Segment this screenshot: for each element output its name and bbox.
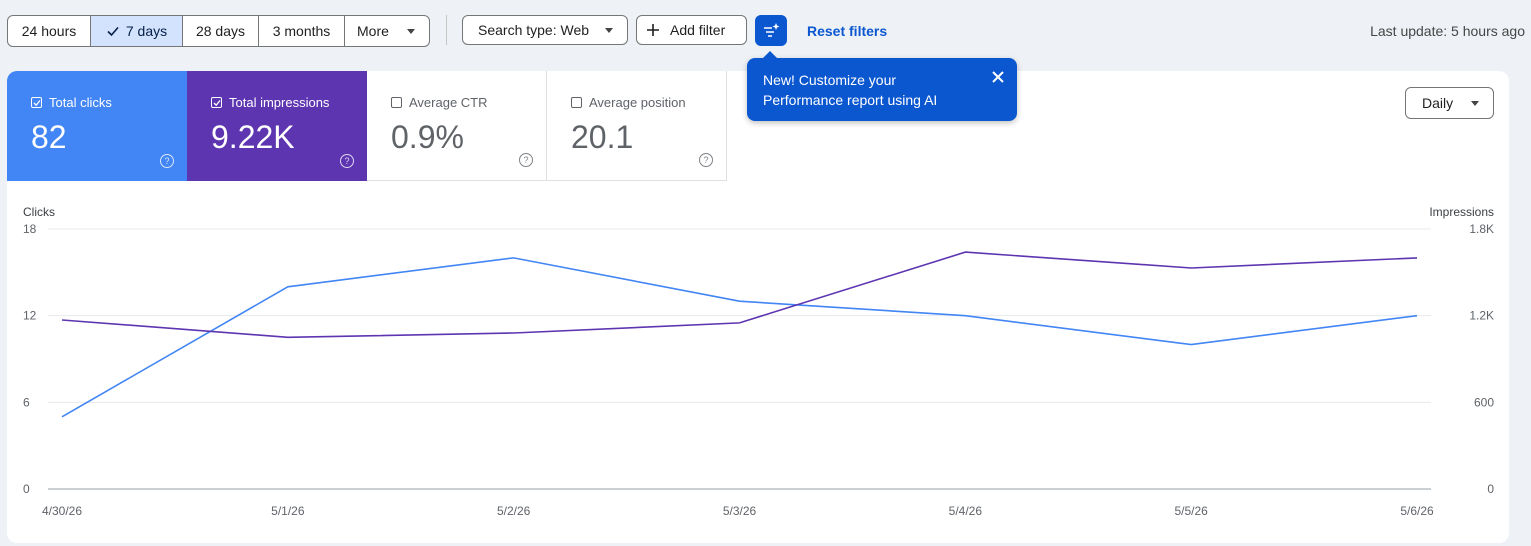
tooltip-arrow [763,51,777,58]
plus-icon [647,24,659,36]
metric-average-ctr[interactable]: Average CTR 0.9% ? [367,71,547,181]
metric-label: Total impressions [229,95,330,110]
x-tick-label: 5/3/26 [723,504,757,518]
series-line-impressions [61,251,1418,339]
x-tick-label: 5/1/26 [271,504,305,518]
help-icon[interactable]: ? [160,154,174,168]
x-tick-label: 5/5/26 [1174,504,1208,518]
ai-filter-sparkle-icon [764,22,780,37]
dropdown-arrow-icon [605,27,613,33]
dropdown-arrow-icon [407,28,415,34]
help-icon[interactable]: ? [340,154,354,168]
x-tick-label: 4/30/26 [42,504,82,518]
metric-label: Average position [589,95,686,110]
checkbox-checked-icon[interactable] [31,97,42,108]
ai-promo-tooltip: New! Customize your Performance report u… [747,51,1017,121]
y-tick-label: 6 [23,395,30,409]
checkbox-unchecked-icon[interactable] [391,97,402,108]
metric-value: 9.22K [211,119,295,155]
range-3-months-button[interactable]: 3 months [259,16,345,46]
x-tick-label: 5/4/26 [949,504,983,518]
metric-label: Total clicks [49,95,112,110]
series-line-clicks [61,257,1418,418]
toolbar-divider [446,15,447,45]
reset-filters-link[interactable]: Reset filters [807,23,888,39]
x-tick-label: 5/6/26 [1400,504,1434,518]
y-tick-label: 12 [23,309,37,323]
add-filter-button[interactable]: Add filter [636,15,747,45]
y2-tick-label: 0 [1487,482,1494,496]
y-tick-label: 18 [23,222,37,236]
metric-label: Average CTR [409,95,488,110]
check-icon [107,26,119,37]
last-update-text: Last update: 5 hours ago [1370,23,1525,39]
y2-tick-label: 600 [1474,395,1494,409]
x-tick-label: 5/2/26 [497,504,531,518]
range-more-dropdown[interactable]: More [345,16,429,46]
tooltip-text: New! Customize your Performance report u… [763,72,938,108]
date-range-selector: 24 hours 7 days 28 days 3 months More [7,15,430,47]
metric-total-clicks[interactable]: Total clicks 82 ? [7,71,187,181]
close-icon[interactable] [991,70,1005,84]
help-icon[interactable]: ? [699,153,713,167]
checkbox-checked-icon[interactable] [211,97,222,108]
range-24-hours-button[interactable]: 24 hours [8,16,91,46]
dropdown-arrow-icon [1471,100,1479,106]
help-icon[interactable]: ? [519,153,533,167]
y-axis-title: Clicks [23,205,55,219]
metric-value: 20.1 [571,119,634,155]
range-28-days-button[interactable]: 28 days [183,16,259,46]
range-7-days-button[interactable]: 7 days [91,16,183,46]
checkbox-unchecked-icon[interactable] [571,97,582,108]
search-type-dropdown[interactable]: Search type: Web [462,15,628,45]
y2-axis-title: Impressions [1429,205,1494,219]
metric-average-position[interactable]: Average position 20.1 ? [547,71,727,181]
performance-card: Total clicks 82 ? Total impressions 9.22… [7,71,1509,543]
metric-value: 0.9% [391,119,464,155]
ai-customize-button[interactable] [755,15,787,46]
y2-tick-label: 1.8K [1469,222,1494,236]
y2-tick-label: 1.2K [1469,309,1494,323]
y-tick-label: 0 [23,482,30,496]
granularity-dropdown[interactable]: Daily [1405,87,1494,119]
metric-total-impressions[interactable]: Total impressions 9.22K ? [187,71,367,181]
metric-value: 82 [31,119,67,155]
